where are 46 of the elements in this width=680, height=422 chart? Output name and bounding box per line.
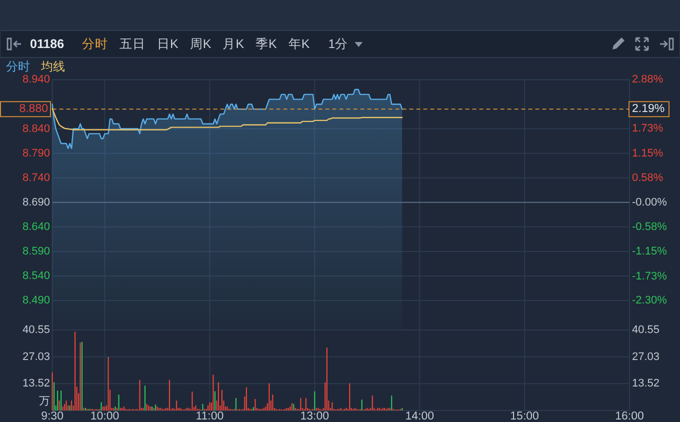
y-tick-label: 8.940 xyxy=(22,74,50,86)
y2-tick-label: 40.55 xyxy=(632,324,660,336)
y2-tick-label: 0.58% xyxy=(632,172,664,184)
y-tick-label: 27.03 xyxy=(22,350,50,363)
line-series xyxy=(52,108,403,130)
x-tick-label: 11:00 xyxy=(196,410,224,422)
text: 日K xyxy=(157,37,179,51)
x-tick-label: 10:00 xyxy=(90,410,120,422)
y2-tick-label: 27.03 xyxy=(632,350,660,363)
text: 年K xyxy=(288,37,310,51)
y-tick-label: 8.840 xyxy=(22,122,50,135)
y2-tick-label: -1.73% xyxy=(632,270,668,282)
y2-tick-label: 13.52 xyxy=(632,378,660,390)
y-tick-label: 13.52 xyxy=(22,378,50,390)
x-tick-label: 16:00 xyxy=(615,410,644,422)
y2-tick-label: 1.73% xyxy=(632,122,664,135)
y-tick-label: 8.540 xyxy=(22,270,50,282)
text: 五日 xyxy=(120,37,146,51)
legend-label: 分时 xyxy=(6,60,30,74)
text: 月K xyxy=(222,37,245,51)
y2-tick-label: 1.15% xyxy=(632,147,664,160)
annotation: 2.19% xyxy=(632,103,665,116)
y2-tick-label: 2.88% xyxy=(632,74,664,86)
text: 分时 xyxy=(82,37,108,51)
y2-tick-label: -0.00% xyxy=(632,196,668,209)
chart-title: 01186 xyxy=(30,37,64,51)
text: 均线 xyxy=(40,60,65,74)
y2-tick-label: -0.58% xyxy=(632,221,668,234)
y-tick-label: 8.590 xyxy=(22,245,50,258)
y-tick-label: 8.690 xyxy=(22,196,50,208)
x-tick-label: 13:00 xyxy=(300,410,330,422)
text: 季K xyxy=(256,37,278,51)
y-tick-label: 8.640 xyxy=(22,220,50,233)
y2-tick-label: -1.15% xyxy=(632,246,668,258)
y-tick-label: 8.490 xyxy=(22,294,50,307)
x-tick-label: 14:00 xyxy=(405,410,434,422)
y2-tick-label: -2.30% xyxy=(632,294,668,307)
y-tick-label: 40.55 xyxy=(22,324,50,336)
text: 1分 xyxy=(328,37,348,51)
x-tick-label: 15:00 xyxy=(510,410,539,422)
x-tick-label: 9:30 xyxy=(41,410,64,422)
text: 周K xyxy=(190,37,212,51)
y-tick-label: 8.740 xyxy=(22,172,50,184)
y-axis-title: 万 xyxy=(39,396,50,408)
y-tick-label: 8.790 xyxy=(22,147,50,160)
ref-line-label: 8.880 xyxy=(19,103,48,116)
